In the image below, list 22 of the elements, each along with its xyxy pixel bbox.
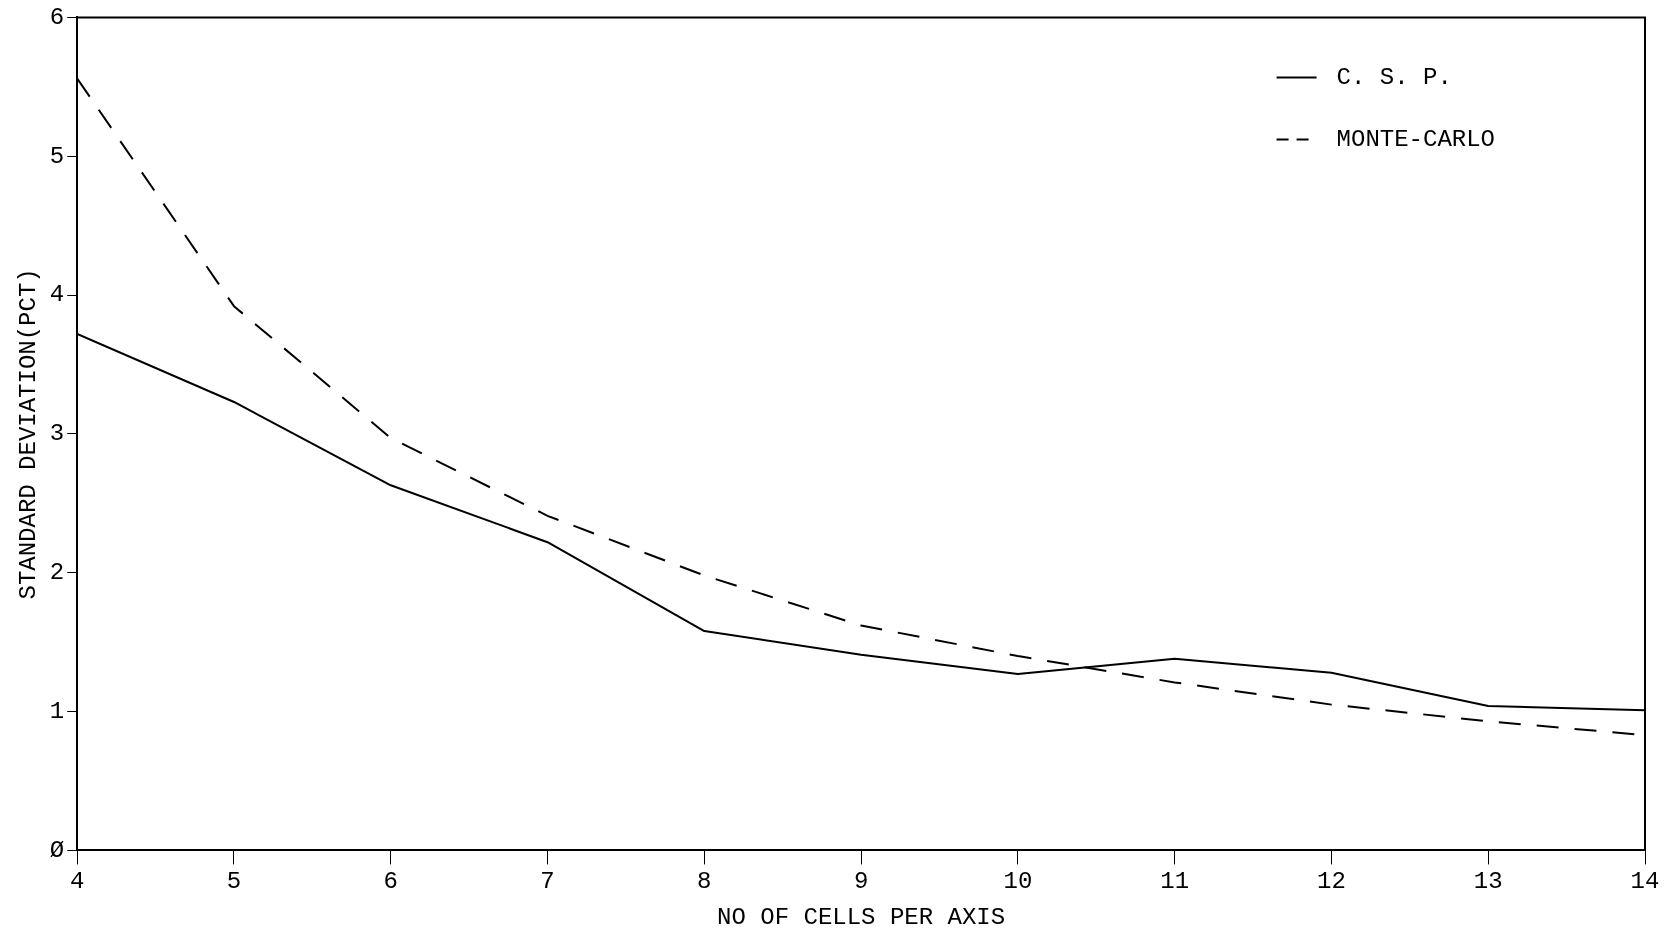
x-tick-label: 14: [1630, 868, 1660, 896]
x-tick-label: 13: [1473, 868, 1503, 896]
x-tick-label: 8: [697, 868, 712, 896]
legend-label: MONTE-CARLO: [1336, 125, 1496, 153]
x-tick-label: 11: [1160, 868, 1190, 896]
x-tick-label: 4: [70, 868, 85, 896]
y-tick-label: 4: [49, 281, 65, 309]
y-tick-label: 1: [49, 697, 65, 725]
x-tick-label: 12: [1317, 868, 1346, 896]
x-tick-label: 10: [1003, 868, 1033, 896]
y-tick-label: Ø: [49, 836, 65, 864]
legend-label: C. S. P.: [1336, 63, 1452, 91]
y-tick-label: 2: [49, 559, 65, 587]
y-tick-label: 5: [49, 142, 65, 170]
x-axis-title: NO OF CELLS PER AXIS: [717, 903, 1006, 931]
y-tick-label: 6: [49, 3, 65, 31]
x-tick-label: 7: [540, 868, 555, 896]
x-tick-label: 5: [226, 868, 242, 896]
y-tick-label: 3: [49, 420, 65, 448]
x-tick-label: 9: [853, 868, 869, 896]
x-tick-label: 6: [383, 868, 398, 896]
y-axis-title: STANDARD DEVIATION(PCT): [14, 268, 42, 600]
